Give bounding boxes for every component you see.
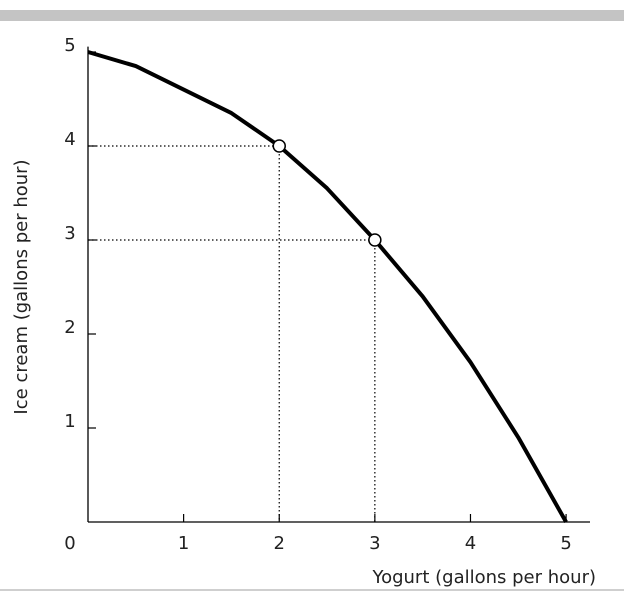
y-tick-label: 3 (64, 223, 75, 244)
top-bar (0, 10, 624, 21)
x-tick-label: 0 (64, 533, 75, 554)
x-tick-label: 2 (274, 533, 285, 554)
y-tick-label: 2 (64, 317, 75, 338)
x-tick-label: 4 (465, 533, 476, 554)
y-axis-label: Ice cream (gallons per hour) (11, 159, 32, 414)
point (272, 139, 286, 153)
x-tick-label: 1 (178, 533, 189, 554)
y-tick-label: 5 (64, 35, 75, 56)
point (368, 233, 382, 247)
frontier-curve (87, 50, 568, 523)
x-tick-label: 3 (369, 533, 380, 554)
x-tick-label: 5 (560, 533, 571, 554)
x-axis-label: Yogurt (gallons per hour) (371, 567, 596, 588)
bottom-rule (0, 589, 624, 591)
y-tick-label: 1 (64, 411, 75, 432)
y-tick-label: 4 (64, 129, 75, 150)
